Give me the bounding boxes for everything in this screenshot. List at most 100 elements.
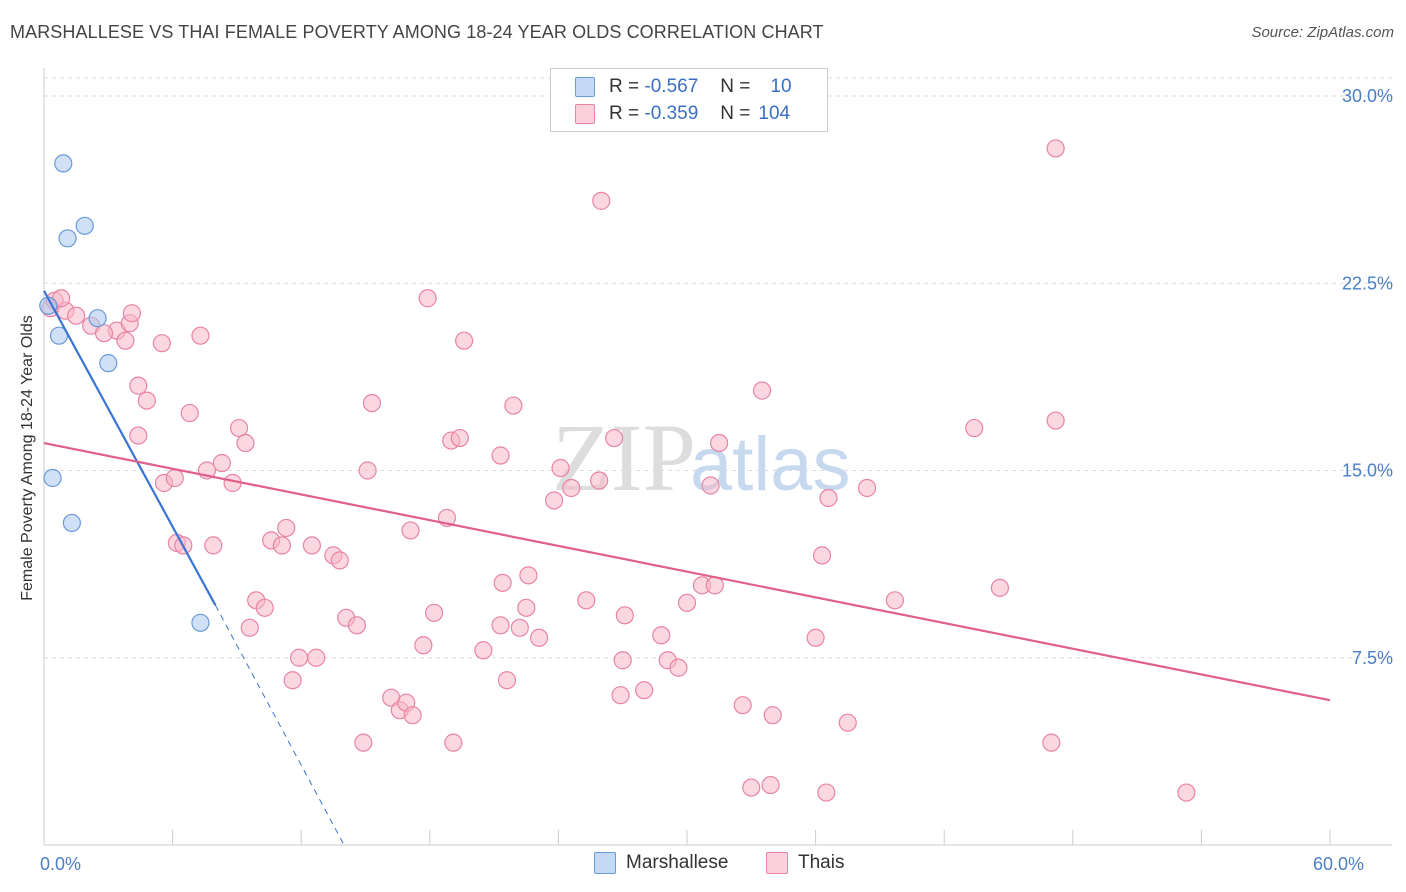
chart-title: MARSHALLESE VS THAI FEMALE POVERTY AMONG… (10, 22, 824, 42)
data-point (611, 686, 630, 705)
chart-source: Source: ZipAtlas.com (1251, 24, 1394, 41)
data-point (229, 418, 249, 438)
data-point (551, 458, 570, 478)
legend-r-value: -0.359 (644, 103, 699, 124)
data-point (302, 536, 322, 555)
data-point (1046, 139, 1065, 158)
bottom-swatch-marshallese (594, 852, 616, 874)
data-point (1042, 733, 1061, 752)
data-point (493, 573, 512, 592)
data-point (307, 648, 326, 667)
data-point (742, 778, 761, 797)
data-point (885, 591, 905, 610)
data-point (362, 393, 382, 413)
data-point (761, 775, 780, 795)
data-point (990, 578, 1010, 597)
data-point (191, 613, 210, 632)
data-point (454, 331, 474, 350)
data-point (613, 651, 632, 670)
data-point (180, 403, 199, 423)
data-point (817, 783, 836, 802)
correlation-legend: R = -0.567 N = 10 R = -0.359 N = 104 (550, 68, 828, 132)
data-point (129, 426, 148, 445)
data-point (763, 706, 782, 725)
data-point (58, 229, 77, 248)
data-point (401, 521, 420, 540)
legend-n-label: N = (720, 103, 751, 124)
data-point (450, 428, 469, 448)
legend-row-thais: R = -0.359 N = 104 (551, 100, 790, 128)
data-point (62, 513, 81, 533)
y-tick-label: 7.5% (1352, 648, 1393, 668)
data-point (204, 536, 223, 555)
data-point (358, 461, 377, 480)
data-point (510, 618, 529, 637)
bottom-legend-marshallese: Marshallese (594, 852, 728, 874)
data-point (965, 418, 984, 438)
grid-lines (44, 77, 1392, 659)
data-point (152, 334, 171, 353)
bottom-legend-label: Thais (798, 852, 845, 873)
x-tick-label: 60.0% (1313, 854, 1364, 874)
data-point (403, 706, 422, 725)
data-point (347, 616, 367, 635)
data-point (635, 681, 654, 700)
trend-line (43, 441, 1331, 702)
data-point (1177, 783, 1196, 802)
bottom-legend-label: Marshallese (626, 852, 729, 873)
bottom-swatch-thais (766, 852, 788, 874)
data-point (752, 381, 772, 400)
data-point (677, 593, 697, 612)
legend-swatch-thais (575, 104, 595, 124)
legend-r-label: R = (609, 76, 640, 97)
data-point (129, 376, 148, 395)
trend-line (43, 290, 217, 606)
data-point (240, 618, 259, 637)
x-tick-label: 0.0% (40, 854, 81, 874)
tick-labels: 7.5% 15.0% 22.5% 30.0% 0.0% 60.0% (40, 86, 1393, 874)
data-point (733, 696, 752, 715)
data-point (277, 518, 296, 538)
data-point (530, 628, 549, 647)
data-point (99, 354, 118, 373)
axes (43, 68, 1392, 846)
data-point (838, 713, 857, 732)
data-point (283, 671, 302, 690)
data-point (289, 648, 309, 667)
data-point (592, 191, 611, 210)
trend-lines (43, 290, 1331, 846)
data-point (517, 598, 536, 617)
data-point (491, 446, 510, 465)
data-point (562, 478, 581, 498)
data-point (812, 546, 832, 565)
legend-n-value: 104 (758, 103, 791, 124)
data-point (272, 536, 292, 555)
data-point (212, 453, 231, 473)
trend-line-extension (215, 605, 345, 846)
data-point (710, 433, 729, 453)
data-point (122, 304, 141, 323)
data-point (191, 326, 210, 345)
data-point (414, 636, 433, 655)
data-point (43, 468, 62, 488)
legend-n-label: N = (720, 76, 751, 97)
data-point (137, 391, 156, 410)
data-point (590, 471, 609, 490)
data-point (255, 598, 274, 617)
data-point (857, 478, 877, 498)
data-point (652, 626, 671, 645)
data-point (236, 433, 255, 453)
y-tick-label: 15.0% (1342, 461, 1393, 481)
data-point (116, 331, 135, 350)
data-point (444, 733, 463, 752)
data-point (605, 428, 624, 448)
data-point (54, 154, 73, 173)
data-point (88, 309, 107, 328)
data-point (819, 488, 838, 508)
data-point (577, 591, 596, 610)
legend-r-value: -0.567 (644, 76, 699, 97)
data-point (701, 476, 720, 495)
data-point (504, 396, 523, 415)
data-point (75, 216, 94, 235)
